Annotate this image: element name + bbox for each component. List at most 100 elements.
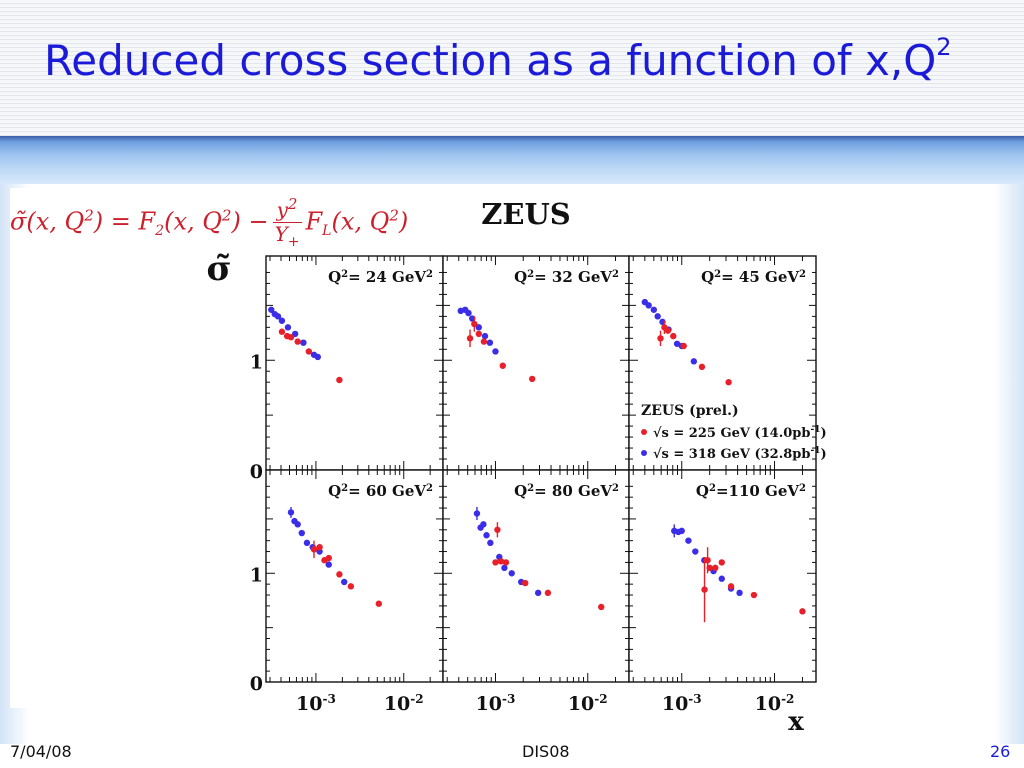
red-series-point [706,564,713,572]
panel-frame [442,469,630,683]
x-tick-exponent: -2 [410,692,423,706]
q2-value: = 80 GeV [534,482,612,500]
blue-series-point [278,317,286,324]
red-series-point [718,559,725,566]
red-series-point [310,546,318,553]
formula-fl-end: ) [398,207,409,236]
x-tick-exponent: -3 [322,692,335,706]
x-tick-exponent: -2 [594,692,607,706]
blue-series-point [492,348,499,355]
x-tick-exponent: -2 [781,692,794,706]
blue-series-point [475,324,483,331]
blue-series-point [685,537,692,544]
red-series-point [480,338,488,345]
red-series-point [325,554,332,562]
formula-f2-sub: 2 [155,223,165,240]
panel-frame [442,255,630,471]
legend-entry-end: ) [820,426,826,441]
red-series-point [316,543,323,551]
red-series-point [492,559,499,566]
q2-unit-sup: 2 [426,269,433,280]
formula-f2-sup: 2 [221,206,232,225]
blue-series-point [501,564,508,572]
formula-num-sup: 2 [287,195,298,213]
red-series-point [375,600,382,607]
x-tick-label: 10-3 [662,692,702,715]
blue-series-point [508,570,515,577]
blue-series-point [736,589,743,597]
blue-series-point [298,529,305,537]
red-series-point [701,586,708,593]
q2-symbol-sup: 2 [709,483,716,494]
footer-date: 7/04/08 [10,742,72,761]
blue-series-point [325,561,332,568]
footer-conference: DIS08 [522,742,570,761]
legend-marker-blue [641,450,647,456]
red-series-point [466,335,474,342]
x-tick-base: 10 [476,693,502,715]
red-series-point [494,526,501,533]
q2-value: = 45 GeV [721,268,799,286]
blue-series-point [534,589,542,597]
legend-entry-sup: -1 [810,425,820,435]
q2-symbol-sup: 2 [341,269,348,280]
red-series-point [278,328,286,335]
blue-series-point [692,548,699,555]
x-tick-base: 10 [384,693,410,715]
q2-unit-sup: 2 [612,483,619,494]
red-series-point [471,320,478,328]
red-series-point [347,583,355,590]
blue-series-point [483,532,490,539]
red-series-point [287,334,295,341]
red-series-point [598,603,605,611]
x-axis-label: x [788,707,804,737]
red-series-point [712,564,719,572]
blue-series-point [294,521,301,528]
q2-unit-sup: 2 [426,483,433,494]
legend-marker-red [641,429,647,435]
formula-lhs-sup: 2 [84,206,94,225]
q2-unit-sup: 2 [799,269,806,280]
legend-entry-text: √s = 318 GeV (32.8pb [653,447,810,462]
red-series-point [698,363,706,371]
blue-series-point [284,324,292,331]
q2-value: = 32 GeV [534,268,612,286]
panel-q2-label: Q2=110 GeV2 [696,482,806,500]
x-tick-exponent: -3 [502,692,515,706]
red-series-point [657,335,664,342]
formula-fl-sub: L [322,223,332,240]
y-tick-label: 1 [250,351,263,373]
blue-series-point [341,578,348,586]
blue-series-point [718,575,725,582]
q2-symbol-sup: 2 [527,269,534,280]
x-tick-label: 10-3 [296,692,336,715]
panel-q2-label: Q2= 32 GeV2 [514,268,619,286]
x-tick-label: 10-2 [755,692,795,715]
blue-series-point [287,509,295,516]
red-series-point [336,571,343,578]
blue-series-point [314,353,321,361]
red-series-point [502,559,510,566]
footer-page-number: 26 [990,742,1011,761]
slide-header-background [0,0,1024,138]
x-tick-exponent: -3 [688,692,701,706]
formula-fl-args: (x, Q [331,207,390,236]
x-tick-base: 10 [662,693,688,715]
red-series-point [305,348,313,355]
red-series-point [522,579,529,587]
panel-frame [628,255,817,471]
x-tick-label: 10-2 [568,692,608,715]
formula-den-sub: + [287,233,300,250]
red-series-point [750,591,758,599]
legend-entry-blue: √s = 318 GeV (32.8pb-1) [653,446,827,462]
x-tick-label: 10-3 [476,692,516,715]
q2-symbol: Q [328,268,341,286]
blue-series-point [690,358,698,365]
slide-title-superscript: 2 [936,33,952,61]
blue-series-point [473,510,481,517]
blue-series-point [303,539,311,547]
panel-frame [265,255,444,471]
q2-value: = 60 GeV [348,482,426,500]
formula-fraction-denominator: Y+ [273,222,302,250]
q2-symbol: Q [701,268,714,286]
